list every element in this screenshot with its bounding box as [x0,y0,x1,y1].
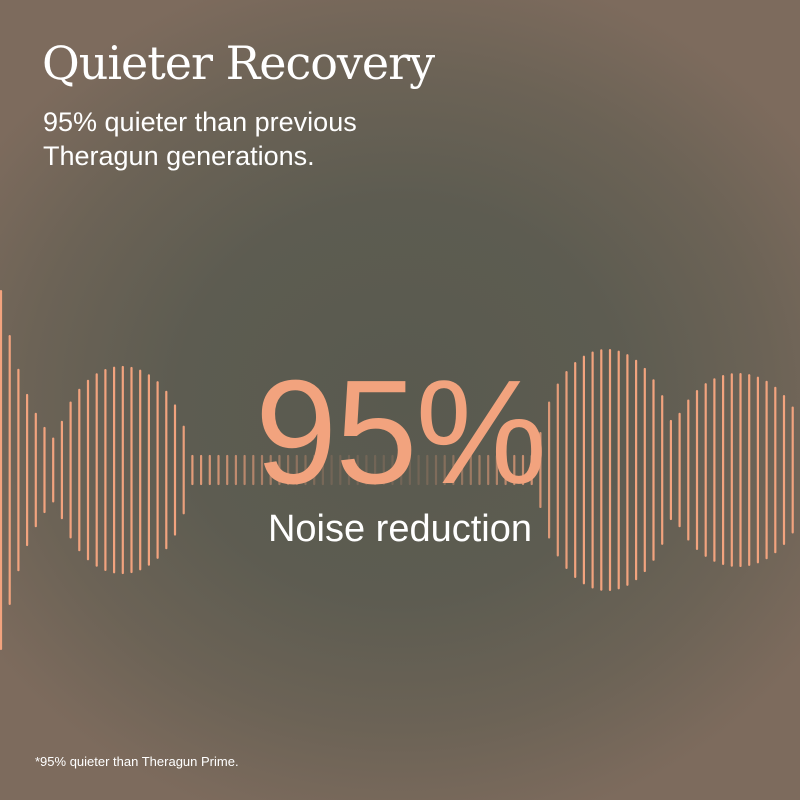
page-title: Quieter Recovery [42,36,435,90]
subtitle: 95% quieter than previous Theragun gener… [43,107,357,171]
stat-value: 95% [254,350,547,515]
stat-label: Noise reduction [267,508,533,550]
footnote: *95% quieter than Theragun Prime. [35,754,239,769]
